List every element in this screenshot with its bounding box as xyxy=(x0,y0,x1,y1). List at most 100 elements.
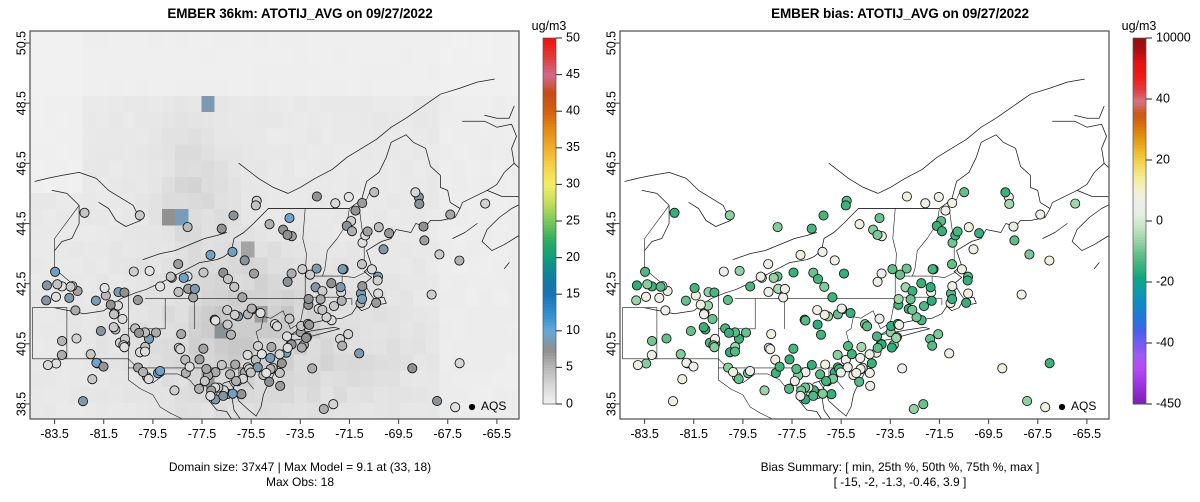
aqs-site-marker[interactable] xyxy=(891,332,902,343)
aqs-site-marker[interactable] xyxy=(432,395,443,407)
aqs-site-marker[interactable] xyxy=(733,374,744,385)
aqs-site-marker[interactable] xyxy=(119,342,130,353)
aqs-site-marker[interactable] xyxy=(133,327,145,338)
aqs-site-marker[interactable] xyxy=(64,292,75,303)
aqs-site-marker[interactable] xyxy=(818,210,829,221)
aqs-site-marker[interactable] xyxy=(631,280,642,291)
aqs-site-marker[interactable] xyxy=(225,369,236,380)
aqs-site-marker[interactable] xyxy=(384,228,395,239)
aqs-site-marker[interactable] xyxy=(301,332,312,343)
aqs-site-marker[interactable] xyxy=(933,191,944,203)
aqs-site-marker[interactable] xyxy=(640,266,651,277)
aqs-site-marker[interactable] xyxy=(827,292,838,303)
aqs-site-marker[interactable] xyxy=(296,342,307,353)
aqs-site-marker[interactable] xyxy=(817,388,828,399)
aqs-site-marker[interactable] xyxy=(265,352,276,364)
aqs-site-marker[interactable] xyxy=(660,305,671,316)
aqs-site-marker[interactable] xyxy=(808,390,819,401)
aqs-site-marker[interactable] xyxy=(819,281,830,292)
aqs-site-marker[interactable] xyxy=(311,191,322,202)
aqs-site-marker[interactable] xyxy=(968,244,979,255)
aqs-site-marker[interactable] xyxy=(734,265,745,276)
aqs-site-marker[interactable] xyxy=(689,282,700,294)
aqs-site-marker[interactable] xyxy=(740,327,752,338)
aqs-site-marker[interactable] xyxy=(680,295,691,306)
aqs-site-marker[interactable] xyxy=(845,307,856,319)
aqs-site-marker[interactable] xyxy=(851,367,862,379)
aqs-site-marker[interactable] xyxy=(864,349,875,360)
aqs-site-marker[interactable] xyxy=(119,287,130,298)
aqs-site-marker[interactable] xyxy=(373,222,384,233)
aqs-site-marker[interactable] xyxy=(947,293,958,305)
aqs-site-marker[interactable] xyxy=(95,325,106,337)
aqs-site-marker[interactable] xyxy=(722,294,733,306)
aqs-site-marker[interactable] xyxy=(842,362,853,373)
aqs-site-marker[interactable] xyxy=(87,374,98,385)
aqs-site-marker[interactable] xyxy=(194,354,205,365)
aqs-site-marker[interactable] xyxy=(920,198,931,209)
aqs-site-marker[interactable] xyxy=(356,259,368,270)
aqs-site-marker[interactable] xyxy=(305,269,316,280)
aqs-site-marker[interactable] xyxy=(669,207,680,218)
aqs-site-marker[interactable] xyxy=(795,390,806,401)
aqs-site-marker[interactable] xyxy=(343,191,354,203)
aqs-site-marker[interactable] xyxy=(789,376,800,387)
aqs-site-marker[interactable] xyxy=(745,281,756,292)
aqs-site-marker[interactable] xyxy=(768,272,779,283)
aqs-site-marker[interactable] xyxy=(1035,209,1046,220)
aqs-site-marker[interactable] xyxy=(337,264,348,275)
aqs-site-marker[interactable] xyxy=(222,305,233,316)
aqs-site-marker[interactable] xyxy=(225,329,237,340)
aqs-site-marker[interactable] xyxy=(434,249,445,260)
aqs-site-marker[interactable] xyxy=(779,283,790,294)
aqs-site-marker[interactable] xyxy=(854,219,865,230)
aqs-site-marker[interactable] xyxy=(772,222,783,233)
aqs-site-marker[interactable] xyxy=(155,365,166,377)
aqs-site-marker[interactable] xyxy=(99,282,110,294)
aqs-site-marker[interactable] xyxy=(454,358,465,369)
aqs-site-marker[interactable] xyxy=(962,275,973,286)
aqs-site-marker[interactable] xyxy=(907,304,918,315)
aqs-site-marker[interactable] xyxy=(205,249,216,260)
aqs-site-marker[interactable] xyxy=(997,363,1008,374)
aqs-site-marker[interactable] xyxy=(864,367,875,378)
aqs-site-marker[interactable] xyxy=(138,366,149,378)
aqs-site-marker[interactable] xyxy=(41,295,52,306)
aqs-site-marker[interactable] xyxy=(281,331,293,342)
aqs-site-marker[interactable] xyxy=(266,341,277,353)
aqs-site-marker[interactable] xyxy=(646,349,657,361)
aqs-site-marker[interactable] xyxy=(182,222,193,233)
aqs-site-marker[interactable] xyxy=(820,359,831,370)
aqs-site-marker[interactable] xyxy=(218,390,229,401)
aqs-site-markers[interactable] xyxy=(631,187,1081,415)
aqs-site-marker[interactable] xyxy=(282,342,293,353)
aqs-site-marker[interactable] xyxy=(812,273,824,285)
aqs-site-marker[interactable] xyxy=(222,319,233,330)
aqs-site-marker[interactable] xyxy=(1044,255,1055,266)
aqs-site-marker[interactable] xyxy=(905,294,916,305)
aqs-site-marker[interactable] xyxy=(199,376,210,387)
map-canvas-model[interactable]: -83.5 -81.5 -79.5 -77.5 -75.5 -73.5 -71.5 -69.5… xyxy=(0,0,600,452)
aqs-site-marker[interactable] xyxy=(952,226,963,237)
aqs-site-marker[interactable] xyxy=(222,273,234,285)
aqs-site-marker[interactable] xyxy=(108,309,120,320)
aqs-site-marker[interactable] xyxy=(800,315,811,326)
aqs-site-marker[interactable] xyxy=(227,246,238,257)
aqs-site-marker[interactable] xyxy=(144,265,155,276)
aqs-site-marker[interactable] xyxy=(369,187,380,198)
aqs-site-marker[interactable] xyxy=(284,213,295,224)
aqs-site-marker[interactable] xyxy=(205,390,216,401)
aqs-site-marker[interactable] xyxy=(56,349,67,361)
aqs-site-marker[interactable] xyxy=(70,305,81,316)
aqs-site-marker[interactable] xyxy=(272,321,283,332)
aqs-site-marker[interactable] xyxy=(812,319,823,330)
aqs-site-marker[interactable] xyxy=(940,205,951,216)
aqs-site-marker[interactable] xyxy=(897,363,908,374)
aqs-site-marker[interactable] xyxy=(667,396,679,407)
aqs-site-marker[interactable] xyxy=(155,281,166,292)
aqs-site-marker[interactable] xyxy=(866,358,877,369)
aqs-site-marker[interactable] xyxy=(707,313,718,325)
aqs-site-marker[interactable] xyxy=(317,286,328,297)
aqs-site-marker[interactable] xyxy=(826,389,837,400)
aqs-site-marker[interactable] xyxy=(252,340,264,352)
